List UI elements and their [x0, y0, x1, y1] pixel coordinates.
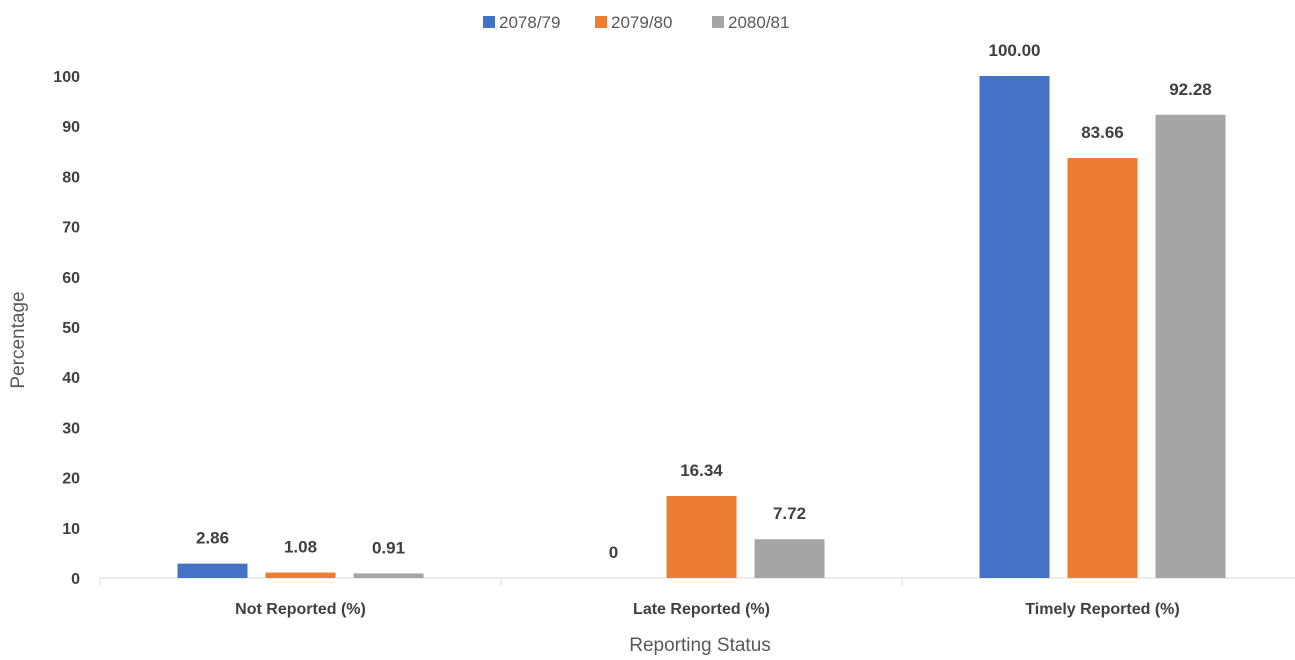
- data-labels: 2.86 1.08 0.91 0 16.34 7.72 100.00 83.66 92.28: [196, 41, 1212, 562]
- legend-swatch: [595, 16, 607, 28]
- y-tick-label: 40: [62, 370, 80, 387]
- data-label: 2.86: [196, 529, 229, 548]
- bar: [1067, 158, 1138, 578]
- data-label: 1.08: [284, 538, 317, 557]
- y-tick-label: 20: [62, 471, 80, 488]
- category-label: Timely Reported (%): [1025, 601, 1179, 618]
- data-label: 0: [609, 543, 618, 562]
- legend: 2078/79 2079/80 2080/81: [483, 13, 789, 32]
- data-label: 92.28: [1169, 80, 1212, 99]
- bar: [754, 539, 825, 578]
- y-tick-label: 30: [62, 420, 80, 437]
- category-label: Not Reported (%): [235, 601, 366, 618]
- y-axis-title: Percentage: [8, 291, 29, 388]
- y-tick-label: 70: [62, 220, 80, 237]
- bars: [177, 76, 1226, 579]
- y-tick-label: 60: [62, 270, 80, 287]
- y-tick-label: 0: [71, 571, 80, 588]
- y-tick-label: 100: [53, 69, 80, 86]
- x-axis-separators: [99, 578, 903, 586]
- y-tick-label: 80: [62, 169, 80, 186]
- data-label: 0.91: [372, 538, 405, 557]
- bar: [1155, 114, 1226, 579]
- category-label: Late Reported (%): [633, 601, 770, 618]
- legend-swatch: [483, 16, 495, 28]
- y-tick-label: 10: [62, 521, 80, 538]
- data-label: 83.66: [1081, 123, 1124, 142]
- legend-swatch: [712, 16, 724, 28]
- y-axis-ticks: 0 10 20 30 40 50 60 70 80 90 100: [53, 69, 80, 588]
- data-label: 7.72: [773, 504, 806, 523]
- bar: [666, 495, 737, 578]
- bar: [353, 573, 424, 578]
- data-label: 100.00: [989, 41, 1041, 60]
- data-label: 16.34: [680, 461, 723, 480]
- bar: [979, 76, 1050, 578]
- legend-label: 2078/79: [499, 13, 560, 32]
- category-labels: Not Reported (%) Late Reported (%) Timely …: [235, 601, 1180, 618]
- bar: [265, 572, 336, 578]
- y-tick-label: 50: [62, 320, 80, 337]
- y-tick-label: 90: [62, 119, 80, 136]
- x-axis-title: Reporting Status: [629, 635, 771, 656]
- legend-label: 2079/80: [611, 13, 672, 32]
- legend-label: 2080/81: [728, 13, 789, 32]
- bar: [177, 563, 248, 578]
